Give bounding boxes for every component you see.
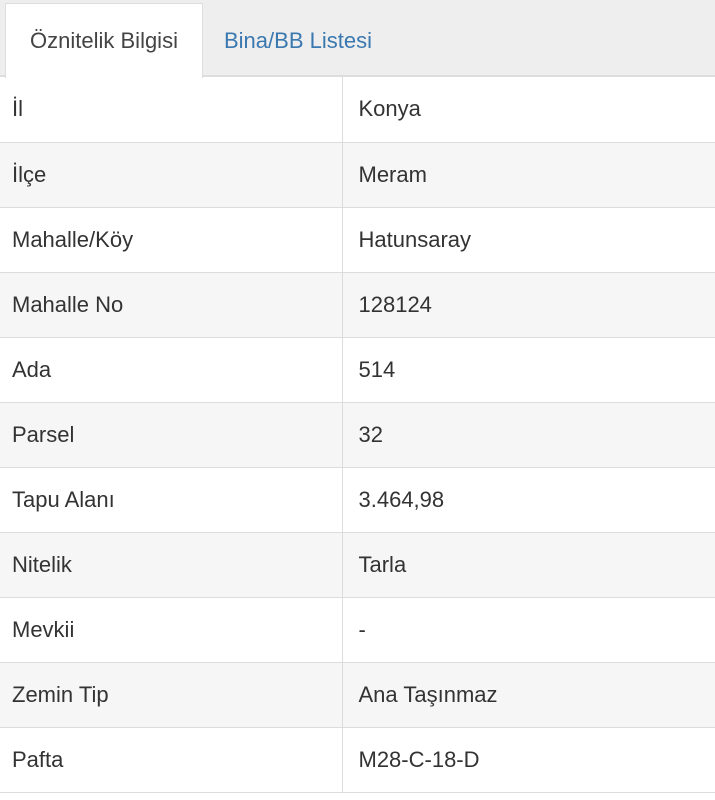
table-row: Parsel 32 [0, 402, 715, 468]
row-value: 3.464,98 [342, 467, 715, 533]
table-row: Nitelik Tarla [0, 532, 715, 598]
row-label: Nitelik [0, 532, 343, 598]
row-value: M28-C-18-D [342, 727, 715, 793]
table-row: Ada 514 [0, 337, 715, 403]
row-label: Pafta [0, 727, 343, 793]
row-label: Parsel [0, 402, 343, 468]
row-label: Mahalle/Köy [0, 207, 343, 273]
row-label: Mahalle No [0, 272, 343, 338]
table-row: Pafta M28-C-18-D [0, 727, 715, 793]
row-value: 32 [342, 402, 715, 468]
table-row: İl Konya [0, 77, 715, 143]
row-value: Meram [342, 142, 715, 208]
row-label: İlçe [0, 142, 343, 208]
table-row: Mevkii - [0, 597, 715, 663]
row-value: 128124 [342, 272, 715, 338]
table-row: Mahalle/Köy Hatunsaray [0, 207, 715, 273]
row-value: Konya [342, 77, 715, 143]
row-value: Tarla [342, 532, 715, 598]
table-row: Tapu Alanı 3.464,98 [0, 467, 715, 533]
row-value: Hatunsaray [342, 207, 715, 273]
row-value: 514 [342, 337, 715, 403]
row-label: Tapu Alanı [0, 467, 343, 533]
tab-bina-bb-listesi[interactable]: Bina/BB Listesi [224, 27, 372, 53]
row-label: Mevkii [0, 597, 343, 663]
row-label: Ada [0, 337, 343, 403]
table-row: Zemin Tip Ana Taşınmaz [0, 662, 715, 728]
table-row: İlçe Meram [0, 142, 715, 208]
attribute-table: İl Konya İlçe Meram Mahalle/Köy Hatunsaray Mah… [0, 77, 715, 793]
tab-bar: Öznitelik Bilgisi Bina/BB Listesi [0, 0, 715, 78]
tab-oznitelik-bilgisi[interactable]: Öznitelik Bilgisi [5, 3, 203, 78]
row-value: - [342, 597, 715, 663]
row-label: İl [0, 77, 343, 143]
table-row: Mahalle No 128124 [0, 272, 715, 338]
row-value: Ana Taşınmaz [342, 662, 715, 728]
row-label: Zemin Tip [0, 662, 343, 728]
